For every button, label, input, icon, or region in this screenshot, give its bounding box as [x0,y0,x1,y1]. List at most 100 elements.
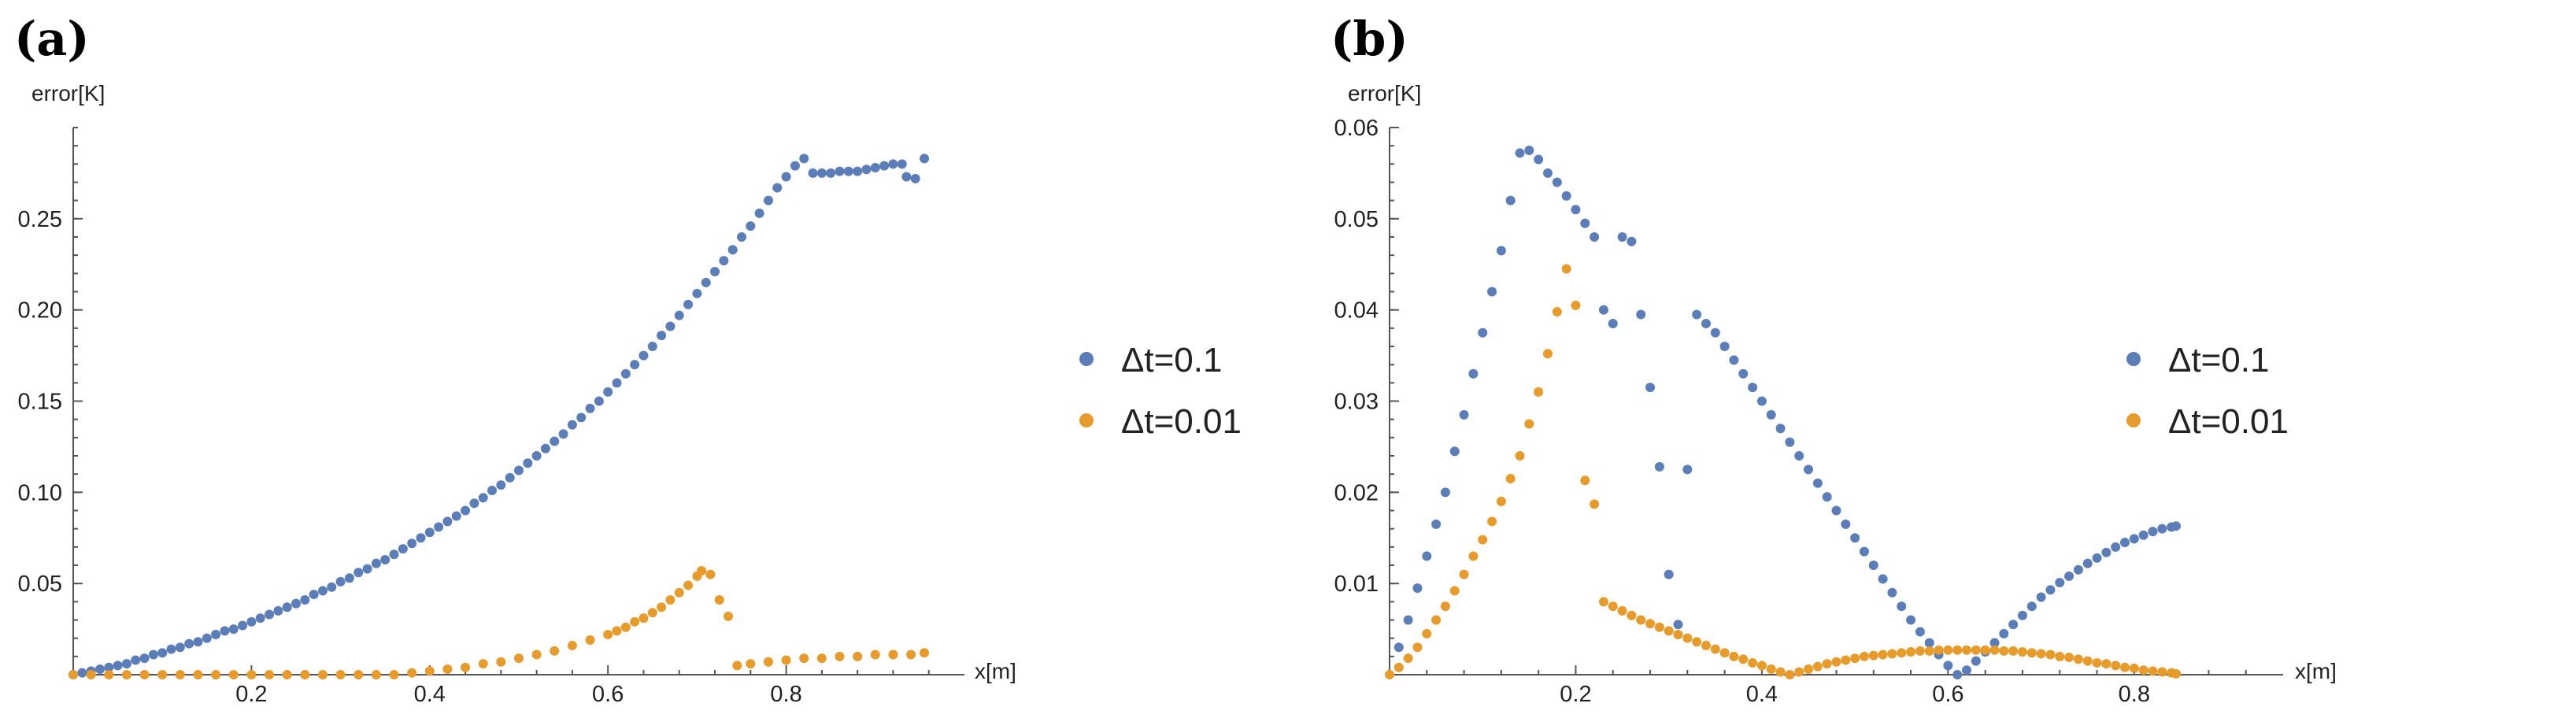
panel-b-series-dt-0-01-point [1440,601,1450,612]
panel-b-series-dt-0-1-point [1673,620,1683,630]
panel-b-series-dt-0-1-point [1431,519,1442,529]
panel-b-y-tick-label: 0.01 [1334,572,1379,597]
panel-a-series-dt-0-1-point [674,310,684,320]
panel-b-series-dt-0-01-point [1542,349,1553,359]
panel-b-legend-label-dt-0-1: Δt=0.1 [2168,341,2269,379]
panel-a-series-dt-0-01-point [763,657,773,667]
panel-a-series-dt-0-1-point [816,168,827,178]
panel-b-series-dt-0-1-point [1468,368,1479,379]
panel-a-series-dt-0-01-point [697,565,707,576]
panel-a-series-dt-0-01-point [585,635,595,645]
panel-a-series-dt-0-1-point [389,550,399,560]
panel-a-series-dt-0-01-point [870,650,880,660]
panel-b-series-dt-0-01-point [2082,656,2093,666]
panel-b-series-dt-0-1-point [1617,232,1627,242]
panel-b-xlabel: x[m] [2295,659,2337,683]
panel-b-series-dt-0-01-point [1878,650,1888,660]
panel-a-series-dt-0-1-point [309,590,319,600]
panel-a-series-dt-0-01-point [121,670,131,679]
panel-b-series-dt-0-1-point [1701,319,1711,329]
panel-b-series-dt-0-01-point [1729,651,1739,661]
panel-b-series-dt-0-1-point [1440,487,1450,498]
panel-a-label: (a) [14,12,90,67]
panel-a-series-dt-0-1-point [282,602,292,613]
panel-a-series-dt-0-1-point [897,159,907,169]
panel-a-series-dt-0-1-point [727,245,738,255]
panel-b-series-dt-0-01-point [1561,264,1571,274]
panel-b-series-dt-0-1-point [1459,409,1469,420]
panel-b-series-dt-0-01-point [1962,645,1972,655]
panel-b-series-dt-0-1-point [1924,638,1934,648]
panel-a-series-dt-0-1-point [434,522,444,532]
panel-b-series-dt-0-01-point [2111,661,2121,671]
panel-a-series-dt-0-01-point [317,670,328,679]
panel-a-legend-label-dt-0-1: Δt=0.1 [1121,341,1222,379]
panel-b-series-dt-0-1-point [2026,601,2037,612]
panel-a-series-dt-0-1-point [620,368,631,379]
panel-a-x-tick-label: 0.6 [592,682,624,707]
panel-b-series-dt-0-01-point [1794,667,1804,677]
panel-a-series-dt-0-1-point [77,668,87,678]
panel-a-series-dt-0-1-point [265,609,275,620]
panel-b-x-tick-label: 0.2 [1560,682,1591,707]
panel-b-label: (b) [1331,12,1408,67]
panel-a-series-dt-0-1-point [461,505,471,516]
panel-a-series-dt-0-1-point [901,172,912,182]
panel-b-series-dt-0-1-point [1654,461,1664,472]
panel-b-series-dt-0-1-point [1989,638,2000,648]
panel-a-series-dt-0-01-point [139,670,150,679]
panel-a-series-dt-0-1-point [710,267,720,277]
panel-b-series-dt-0-01-point [1505,473,1516,483]
panel-b-ylabel: error[K] [1348,81,1421,105]
panel-b-series-dt-0-1-point [1412,583,1423,593]
panel-b-series-dt-0-01-point [1664,626,1674,636]
panel-b-series-dt-0-01-point [1943,645,1953,655]
panel-a-series-dt-0-1-point [228,624,239,635]
panel-a-series-dt-0-1-point [772,183,783,193]
panel-b-series-dt-0-1-point [1868,561,1878,570]
panel-b-series-dt-0-1-point [1710,328,1720,338]
panel-a-series-dt-0-1-point [344,573,354,583]
panel-b-series-dt-0-01-point [1934,645,1944,655]
panel-a-y-tick-label: 0.10 [18,480,62,505]
panel-b-series-dt-0-1-point [1692,309,1702,320]
panel-a-series-dt-0-1-point [496,480,506,490]
panel-b-series-dt-0-1-point [1478,328,1488,338]
panel-b-series-dt-0-01-point [1515,451,1525,461]
panel-b-series-dt-0-01-point [2157,667,2167,677]
panel-b-series-dt-0-01-point [2129,663,2139,673]
panel-a-series-dt-0-1-point [719,256,729,266]
panel-a-legend: Δt=0.1 Δt=0.01 [1079,341,1242,441]
panel-b-series-dt-0-1-point [1812,478,1823,488]
panel-b-series-dt-0-01-point [1403,653,1413,664]
panel-a-series-dt-0-01-point [228,670,239,679]
panel-a-y-tick-label: 0.15 [18,390,62,415]
panel-b-series-dt-0-01-point [1645,619,1656,629]
panel-b-series-dt-0-01-point [1412,642,1423,653]
panel-b-series-dt-0-01-point [1831,657,1841,667]
panel-a-x-tick-label: 0.8 [770,682,801,707]
panel-b-series-dt-0-01-point [1999,646,2009,656]
panel-b-series-dt-0-1-point [1636,309,1646,320]
panel-b-series-dt-0-1-point [1645,383,1656,393]
panel-b-x-tick-label: 0.6 [1932,682,1963,707]
panel-a-series-dt-0-01-point [630,616,640,627]
panel-b-series-dt-0-1-point [2092,553,2102,563]
panel-b-series-dt-0-01-point [2101,659,2112,669]
panel-a-series-dt-0-01-point [567,640,577,650]
panel-a-series-dt-0-1-point [576,413,587,423]
panel-a-series-dt-0-1-point [835,166,845,176]
panel-b-series-dt-0-01-point [1580,476,1590,486]
panel-b-y-tick-label: 0.03 [1334,390,1379,415]
panel-a-series-dt-0-01-point [496,657,506,667]
panel-b-series-dt-0-1-point [2111,542,2121,552]
panel-b-series-dt-0-1-point [1841,519,1851,529]
panel-a-series-dt-0-1-point [317,586,328,596]
panel-a-y-tick-label: 0.25 [18,207,62,232]
panel-a-ticks: 0.2 0.4 0.6 0.8 0.05 0.10 0.15 0.20 0.25 [18,127,930,707]
panel-a-series-dt-0-1-point [442,516,453,527]
panel-b-series-dt-0-1-point [1897,601,1907,612]
panel-b-series-dt-0-1-point [1999,628,2009,638]
panel-b-series-dt-0-1-point [1608,319,1618,329]
